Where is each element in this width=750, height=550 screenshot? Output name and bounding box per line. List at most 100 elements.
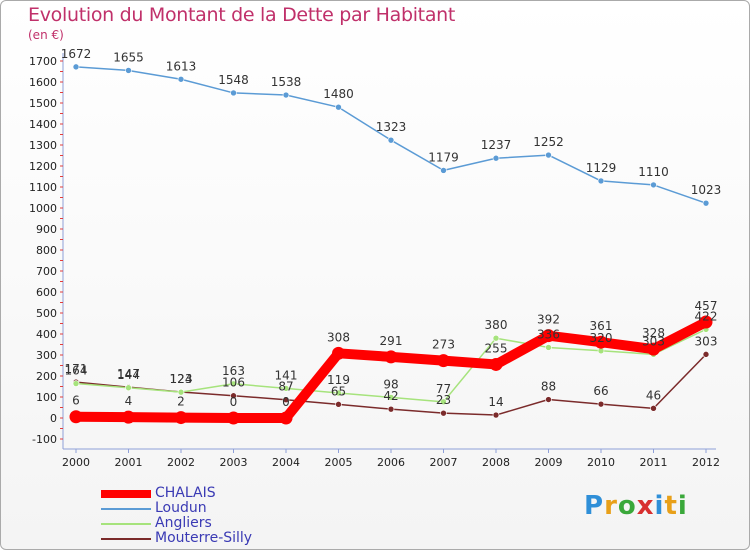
data-label-loudun: 1672 — [61, 47, 92, 61]
data-label-loudun: 1613 — [166, 59, 197, 73]
data-point-loudun — [125, 67, 132, 74]
data-label-loudun: 1237 — [481, 138, 512, 152]
data-label-angliers: 119 — [327, 373, 350, 387]
data-label-angliers: 141 — [275, 368, 298, 382]
data-label-loudun: 1548 — [218, 73, 249, 87]
logo-letter: x — [636, 491, 655, 521]
data-label-loudun: 1252 — [533, 135, 564, 149]
y-tick-label: 700 — [36, 265, 57, 278]
data-point-chalais — [122, 410, 135, 424]
data-point-angliers — [282, 385, 290, 392]
data-point-loudun — [597, 177, 605, 185]
data-label-chalais: 291 — [380, 334, 403, 348]
x-tick-label: 2006 — [377, 456, 405, 469]
logo-letter: i — [654, 491, 665, 521]
x-tick-label: 2004 — [272, 456, 300, 469]
y-tick-label: 800 — [36, 244, 57, 257]
data-label-mouterre-silly: 65 — [331, 384, 346, 398]
data-label-loudun: 1129 — [586, 161, 617, 175]
data-label-loudun: 1655 — [113, 50, 144, 64]
data-point-mouterre-silly — [230, 392, 237, 400]
data-label-angliers: 164 — [65, 364, 88, 378]
data-label-angliers: 320 — [590, 331, 613, 345]
data-point-mouterre-silly — [440, 409, 447, 417]
data-label-loudun: 1480 — [323, 87, 354, 101]
data-label-loudun: 1538 — [271, 75, 302, 89]
data-label-mouterre-silly: 88 — [541, 380, 556, 394]
data-label-mouterre-silly: 87 — [278, 380, 293, 394]
y-tick-label: 400 — [36, 328, 57, 341]
data-label-chalais: 4 — [125, 394, 133, 408]
data-label-mouterre-silly: 14 — [488, 395, 503, 409]
data-point-loudun — [545, 151, 552, 159]
data-label-loudun: 1110 — [638, 165, 669, 179]
data-point-mouterre-silly — [702, 351, 710, 358]
x-tick-label: 2002 — [167, 456, 195, 469]
data-label-loudun: 1179 — [428, 150, 459, 164]
data-point-mouterre-silly — [282, 396, 290, 404]
data-point-mouterre-silly — [387, 405, 395, 413]
x-tick-label: 2012 — [692, 456, 720, 469]
data-point-angliers — [387, 394, 395, 401]
data-label-mouterre-silly: 42 — [383, 389, 398, 403]
x-tick-label: 2001 — [115, 456, 143, 469]
data-point-chalais — [384, 350, 398, 364]
data-point-chalais — [227, 411, 240, 425]
data-point-angliers — [72, 380, 80, 387]
data-label-angliers: 144 — [117, 368, 140, 382]
y-tick-label: 500 — [36, 307, 57, 320]
data-point-chalais — [647, 342, 660, 356]
data-label-mouterre-silly: 171 — [65, 362, 88, 376]
data-point-chalais — [437, 354, 450, 368]
x-tick-label: 2011 — [640, 456, 668, 469]
legend-label: Angliers — [155, 515, 212, 531]
x-tick-label: 2009 — [535, 456, 563, 469]
y-tick-label: 1000 — [29, 202, 57, 215]
data-label-mouterre-silly: 106 — [222, 376, 245, 390]
legend-label: Mouterre-Silly — [155, 530, 253, 546]
data-point-angliers — [545, 344, 552, 351]
y-tick-label: 900 — [36, 223, 57, 236]
data-point-loudun — [335, 103, 342, 111]
data-point-angliers — [125, 384, 132, 392]
data-label-loudun: 1323 — [376, 120, 407, 134]
legend-swatch — [101, 508, 151, 510]
data-point-mouterre-silly — [545, 396, 552, 403]
y-tick-label: 1100 — [29, 181, 57, 194]
data-label-mouterre-silly: 303 — [695, 334, 718, 348]
data-label-mouterre-silly: 46 — [646, 388, 661, 402]
x-tick-label: 2003 — [220, 456, 248, 469]
y-tick-label: 1500 — [29, 97, 57, 110]
data-label-chalais: 255 — [485, 341, 508, 355]
data-label-chalais: 273 — [432, 338, 455, 352]
data-label-loudun: 1023 — [691, 183, 722, 197]
y-tick-label: 300 — [36, 349, 57, 362]
y-tick-label: 200 — [36, 370, 57, 383]
data-label-mouterre-silly: 147 — [117, 367, 140, 381]
data-label-chalais: 0 — [230, 395, 238, 409]
data-label-angliers: 336 — [537, 327, 560, 341]
data-point-mouterre-silly — [650, 405, 657, 412]
unit-label: (en €) — [28, 28, 64, 42]
data-point-loudun — [72, 63, 80, 71]
data-point-angliers — [335, 389, 342, 397]
data-point-loudun — [650, 181, 657, 189]
y-tick-label: 1700 — [29, 55, 57, 68]
data-label-mouterre-silly: 66 — [593, 384, 608, 398]
x-tick-label: 2005 — [325, 456, 353, 469]
legend-label: CHALAIS — [155, 485, 216, 501]
data-point-loudun — [177, 75, 185, 83]
data-label-chalais: 0 — [282, 395, 290, 409]
data-point-mouterre-silly — [492, 411, 500, 419]
data-point-chalais — [489, 357, 503, 371]
data-point-chalais — [699, 315, 713, 329]
logo-letter: t — [664, 491, 678, 521]
y-tick-label: 600 — [36, 286, 57, 299]
y-tick-label: 1400 — [29, 118, 57, 131]
data-point-loudun — [230, 89, 237, 97]
data-point-mouterre-silly — [335, 401, 342, 408]
data-point-loudun — [492, 154, 500, 162]
data-label-angliers: 123 — [170, 372, 193, 386]
